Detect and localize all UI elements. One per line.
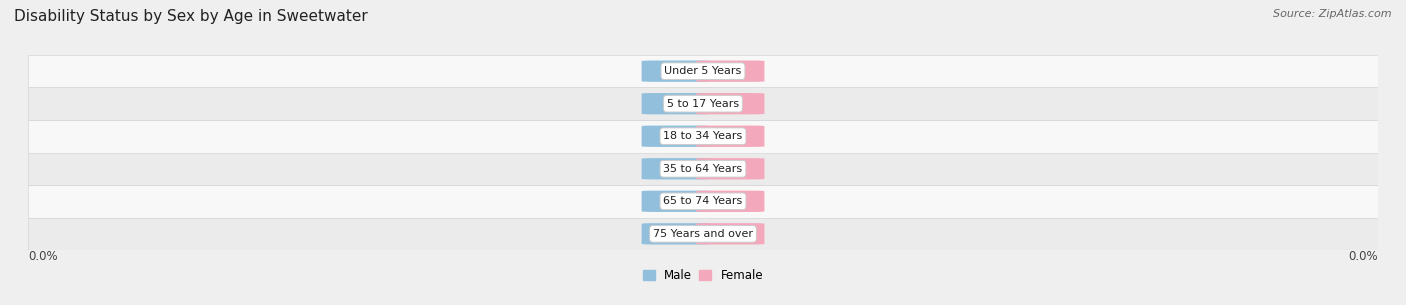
FancyBboxPatch shape bbox=[696, 158, 765, 179]
Text: 0.0%: 0.0% bbox=[1348, 250, 1378, 263]
Text: 18 to 34 Years: 18 to 34 Years bbox=[664, 131, 742, 141]
Text: 0.0%: 0.0% bbox=[717, 229, 744, 239]
FancyBboxPatch shape bbox=[641, 60, 710, 82]
Text: Source: ZipAtlas.com: Source: ZipAtlas.com bbox=[1274, 9, 1392, 19]
FancyBboxPatch shape bbox=[641, 191, 710, 212]
FancyBboxPatch shape bbox=[696, 191, 765, 212]
Text: 0.0%: 0.0% bbox=[717, 196, 744, 206]
FancyBboxPatch shape bbox=[696, 223, 765, 245]
Text: 5 to 17 Years: 5 to 17 Years bbox=[666, 99, 740, 109]
FancyBboxPatch shape bbox=[641, 223, 710, 245]
Text: Under 5 Years: Under 5 Years bbox=[665, 66, 741, 76]
Text: 0.0%: 0.0% bbox=[662, 66, 689, 76]
FancyBboxPatch shape bbox=[696, 93, 765, 114]
Text: 35 to 64 Years: 35 to 64 Years bbox=[664, 164, 742, 174]
Text: 0.0%: 0.0% bbox=[662, 229, 689, 239]
Bar bbox=[28, 152, 1378, 185]
Bar bbox=[28, 88, 1378, 120]
FancyBboxPatch shape bbox=[641, 126, 710, 147]
FancyBboxPatch shape bbox=[641, 158, 710, 179]
FancyBboxPatch shape bbox=[696, 60, 765, 82]
Text: 65 to 74 Years: 65 to 74 Years bbox=[664, 196, 742, 206]
Text: Disability Status by Sex by Age in Sweetwater: Disability Status by Sex by Age in Sweet… bbox=[14, 9, 368, 24]
Text: 0.0%: 0.0% bbox=[662, 131, 689, 141]
Text: 0.0%: 0.0% bbox=[717, 99, 744, 109]
Text: 0.0%: 0.0% bbox=[662, 164, 689, 174]
Text: 0.0%: 0.0% bbox=[717, 131, 744, 141]
Bar bbox=[28, 120, 1378, 152]
Bar bbox=[28, 55, 1378, 88]
Text: 75 Years and over: 75 Years and over bbox=[652, 229, 754, 239]
Text: 0.0%: 0.0% bbox=[717, 164, 744, 174]
Text: 0.0%: 0.0% bbox=[717, 66, 744, 76]
Text: 0.0%: 0.0% bbox=[662, 196, 689, 206]
Text: 0.0%: 0.0% bbox=[662, 99, 689, 109]
FancyBboxPatch shape bbox=[641, 93, 710, 114]
FancyBboxPatch shape bbox=[696, 126, 765, 147]
Legend: Male, Female: Male, Female bbox=[638, 265, 768, 287]
Bar bbox=[28, 185, 1378, 217]
Bar bbox=[28, 217, 1378, 250]
Text: 0.0%: 0.0% bbox=[28, 250, 58, 263]
